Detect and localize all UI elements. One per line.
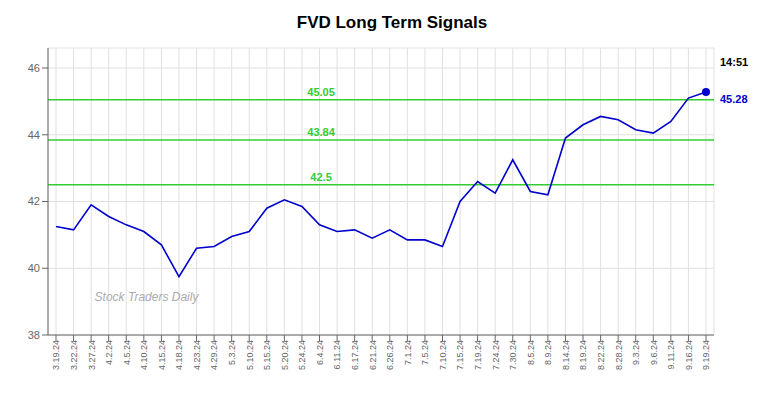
svg-text:8.19.24: 8.19.24 (578, 340, 588, 370)
svg-text:7.19.24: 7.19.24 (473, 340, 483, 370)
svg-text:3.27.24: 3.27.24 (87, 340, 97, 370)
svg-text:5.3.24: 5.3.24 (227, 340, 237, 365)
svg-text:5.20.24: 5.20.24 (280, 340, 290, 370)
svg-text:9.16.24: 9.16.24 (684, 340, 694, 370)
svg-text:4.18.24: 4.18.24 (174, 340, 184, 370)
svg-text:43.84: 43.84 (307, 126, 335, 138)
svg-text:44: 44 (28, 129, 40, 141)
svg-text:4.23.24: 4.23.24 (192, 340, 202, 370)
svg-text:5.15.24: 5.15.24 (262, 340, 272, 370)
svg-text:38: 38 (28, 329, 40, 341)
html-text:45.28: 45.28 (720, 93, 748, 106)
html-text:FVD Long Term Signals: FVD Long Term Signals (296, 13, 488, 32)
svg-text:3.19.24: 3.19.24 (51, 340, 61, 370)
svg-text:7.1.24: 7.1.24 (403, 340, 413, 365)
svg-text:40: 40 (28, 262, 40, 274)
svg-text:9.3.24: 9.3.24 (631, 340, 641, 365)
svg-text:7.15.24: 7.15.24 (455, 340, 465, 370)
svg-text:42: 42 (28, 195, 40, 207)
svg-text:7.5.24: 7.5.24 (420, 340, 430, 365)
svg-text:45.05: 45.05 (307, 86, 335, 98)
svg-text:5.24.24: 5.24.24 (297, 340, 307, 370)
svg-text:42.5: 42.5 (310, 171, 331, 183)
svg-text:6.11.24: 6.11.24 (332, 340, 342, 369)
svg-text:6.21.24: 6.21.24 (368, 340, 378, 370)
svg-text:6.4.24: 6.4.24 (315, 340, 325, 365)
svg-text:46: 46 (28, 62, 40, 74)
html-text:14:51: 14:51 (720, 56, 749, 69)
svg-text:4.29.24: 4.29.24 (209, 340, 219, 370)
svg-text:9.6.24: 9.6.24 (649, 340, 659, 365)
svg-text:9.19.24: 9.19.24 (701, 340, 711, 370)
svg-text:8.9.24: 8.9.24 (543, 340, 553, 365)
svg-text:8.28.24: 8.28.24 (614, 340, 624, 370)
svg-text:4.5.24: 4.5.24 (122, 340, 132, 365)
svg-text:8.22.24: 8.22.24 (596, 340, 606, 370)
svg-text:6.17.24: 6.17.24 (350, 340, 360, 370)
svg-text:4.15.24: 4.15.24 (157, 340, 167, 370)
html-text:Stock Traders Daily: Stock Traders Daily (94, 290, 199, 305)
svg-text:4.2.24: 4.2.24 (104, 340, 114, 365)
svg-text:7.30.24: 7.30.24 (508, 340, 518, 370)
svg-text:9.11.24: 9.11.24 (666, 340, 676, 369)
svg-text:3.22.24: 3.22.24 (69, 340, 79, 370)
svg-text:4.10.24: 4.10.24 (139, 340, 149, 370)
svg-text:6.26.24: 6.26.24 (385, 340, 395, 370)
svg-text:8.5.24: 8.5.24 (526, 340, 536, 365)
svg-text:5.10.24: 5.10.24 (245, 340, 255, 370)
svg-text:8.14.24: 8.14.24 (561, 340, 571, 370)
svg-text:7.24.24: 7.24.24 (491, 340, 501, 370)
svg-text:7.10.24: 7.10.24 (438, 340, 448, 370)
